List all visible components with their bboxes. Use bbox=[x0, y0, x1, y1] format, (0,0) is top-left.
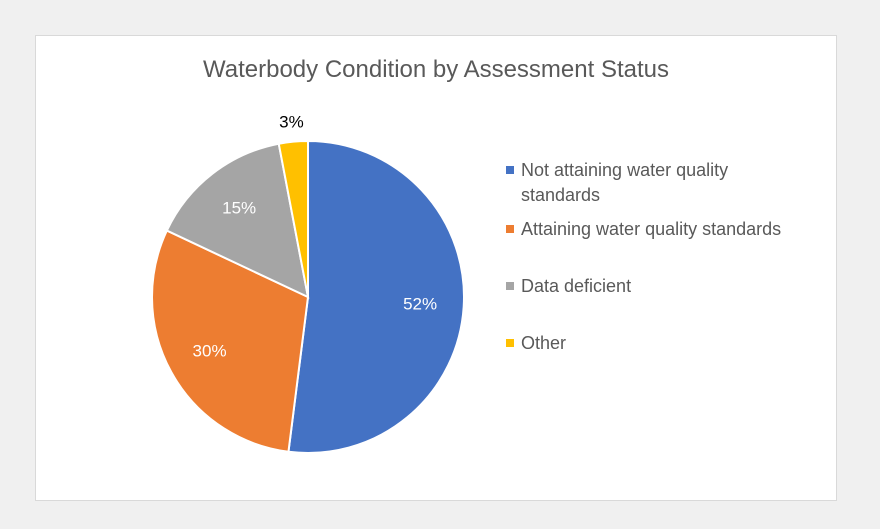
legend-swatch bbox=[506, 225, 514, 233]
pie-slice-data-deficient bbox=[165, 142, 310, 299]
legend-label: Data deficient bbox=[521, 276, 632, 296]
legend-item-attaining-water-quality-standards: Attaining water quality standards bbox=[506, 217, 836, 242]
legend-item-other: Other bbox=[506, 331, 836, 356]
legend-swatch bbox=[506, 339, 514, 347]
chart-card: Waterbody Condition by Assessment Status… bbox=[35, 35, 837, 501]
data-label-other: 3% bbox=[279, 112, 304, 131]
pie-chart: 52% 30% 15% 3% bbox=[151, 112, 465, 454]
legend-item-not-attaining-water-quality-standards: Not attaining water quality standards bbox=[506, 158, 836, 208]
legend-label: Not attaining water quality standards bbox=[521, 160, 729, 205]
legend-swatch bbox=[506, 166, 514, 174]
pie-slice-not-attaining-water-quality-standards bbox=[287, 139, 465, 454]
legend-item-data-deficient: Data deficient bbox=[506, 274, 836, 299]
pie-slice-other bbox=[277, 139, 309, 298]
chart-title: Waterbody Condition by Assessment Status bbox=[202, 56, 669, 83]
data-label-attaining-water-quality-standards: 30% bbox=[193, 342, 227, 361]
legend-label: Other bbox=[521, 333, 567, 353]
pie-slice-attaining-water-quality-standards bbox=[151, 229, 310, 453]
data-label-data-deficient: 15% bbox=[222, 199, 256, 218]
data-label-not-attaining-water-quality-standards: 52% bbox=[403, 295, 437, 314]
legend-swatch bbox=[506, 282, 514, 290]
legend-label: Attaining water quality standards bbox=[521, 219, 782, 239]
